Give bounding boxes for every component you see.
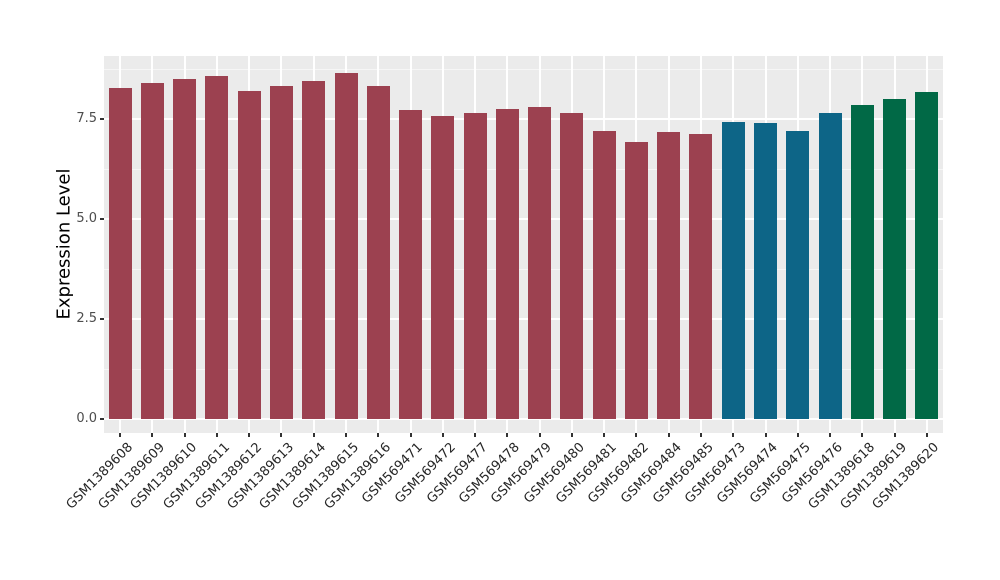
- x-tick-mark: [183, 433, 186, 437]
- bar-GSM569475: [786, 131, 810, 419]
- x-tick-mark: [829, 433, 832, 437]
- x-tick-mark: [119, 433, 122, 437]
- y-axis-title: Expression Level: [53, 168, 75, 320]
- bar-GSM1389610: [173, 79, 197, 419]
- gridline-minor-horizontal: [104, 269, 943, 270]
- bar-GSM569471: [399, 109, 423, 419]
- x-tick-mark: [474, 433, 477, 437]
- x-tick-mark: [215, 433, 218, 437]
- x-tick-mark: [506, 433, 509, 437]
- x-tick-mark: [345, 433, 348, 437]
- bar-GSM1389619: [883, 99, 907, 419]
- bar-GSM569482: [624, 141, 648, 419]
- x-tick-mark: [764, 433, 767, 437]
- bar-GSM1389618: [850, 105, 874, 419]
- y-tick-mark: [100, 318, 104, 320]
- gridline-minor-horizontal: [104, 169, 943, 170]
- gridline-major-horizontal: [104, 418, 943, 420]
- y-tick-mark: [100, 118, 104, 120]
- bar-GSM1389612: [237, 91, 261, 419]
- plot-panel: [104, 56, 943, 433]
- gridline-major-horizontal: [104, 218, 943, 220]
- gridline-minor-horizontal: [104, 69, 943, 70]
- x-tick-mark: [861, 433, 864, 437]
- x-tick-mark: [280, 433, 283, 437]
- bar-GSM1389620: [915, 91, 939, 419]
- y-tick-mark: [100, 218, 104, 220]
- bar-GSM569473: [721, 121, 745, 419]
- x-tick-mark: [925, 433, 928, 437]
- x-tick-mark: [603, 433, 606, 437]
- bar-GSM1389608: [108, 87, 132, 419]
- bar-GSM1389614: [302, 81, 326, 419]
- y-tick-label: 0.0: [76, 411, 97, 426]
- x-tick-mark: [377, 433, 380, 437]
- bar-GSM1389609: [140, 83, 164, 419]
- x-tick-mark: [409, 433, 412, 437]
- bar-GSM569477: [463, 113, 487, 419]
- x-tick-mark: [312, 433, 315, 437]
- y-tick-label: 2.5: [76, 311, 97, 326]
- x-tick-mark: [667, 433, 670, 437]
- bar-GSM569480: [560, 113, 584, 419]
- gridline-minor-horizontal: [104, 369, 943, 370]
- y-tick-label: 5.0: [76, 211, 97, 226]
- x-tick-mark: [151, 433, 154, 437]
- x-tick-mark: [635, 433, 638, 437]
- x-tick-mark: [699, 433, 702, 437]
- bar-GSM569478: [495, 109, 519, 419]
- x-tick-mark: [441, 433, 444, 437]
- y-tick-label: 7.5: [76, 111, 97, 126]
- x-tick-mark: [732, 433, 735, 437]
- bar-GSM569479: [528, 106, 552, 419]
- gridline-major-horizontal: [104, 118, 943, 120]
- bar-GSM569484: [657, 132, 681, 419]
- gridline-major-horizontal: [104, 318, 943, 320]
- bar-GSM569485: [689, 133, 713, 419]
- y-tick-mark: [100, 418, 104, 420]
- x-tick-mark: [248, 433, 251, 437]
- bar-GSM1389611: [205, 75, 229, 419]
- x-tick-mark: [893, 433, 896, 437]
- bar-GSM1389613: [269, 85, 293, 419]
- bar-GSM569476: [818, 112, 842, 419]
- bar-GSM569472: [431, 115, 455, 419]
- x-tick-mark: [538, 433, 541, 437]
- bar-GSM569481: [592, 130, 616, 419]
- bar-GSM1389615: [334, 72, 358, 419]
- x-tick-mark: [570, 433, 573, 437]
- bar-GSM1389616: [366, 85, 390, 419]
- bar-GSM569474: [754, 123, 778, 419]
- x-tick-mark: [796, 433, 799, 437]
